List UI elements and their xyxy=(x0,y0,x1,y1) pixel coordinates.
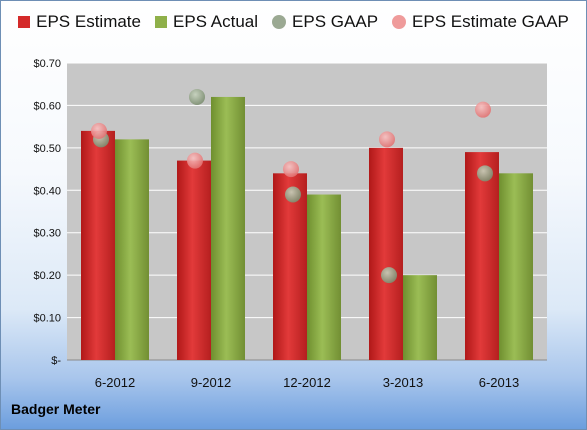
legend-swatch-eps-gaap xyxy=(272,15,287,29)
marker-eps-estimate-gaap xyxy=(283,161,299,178)
legend-label-eps-gaap: EPS GAAP xyxy=(292,12,379,31)
y-tick-label: $0.20 xyxy=(33,270,61,282)
legend-item-eps-gaap: EPS GAAP xyxy=(272,12,378,32)
y-tick-label: $- xyxy=(51,355,61,367)
legend-swatch-eps-actual xyxy=(154,16,167,28)
y-tick-label: $0.70 xyxy=(33,58,61,70)
marker-eps-gaap xyxy=(381,267,397,284)
y-tick-label: $0.40 xyxy=(33,185,61,197)
x-tick-label: 12-2012 xyxy=(283,375,331,390)
y-tick-label: $0.10 xyxy=(33,313,61,325)
legend-swatch-eps-estimate xyxy=(18,16,31,28)
bars xyxy=(81,96,533,360)
marker-eps-gaap xyxy=(285,186,301,203)
y-tick-label: $0.30 xyxy=(33,228,61,240)
bar-eps-estimate xyxy=(465,152,499,360)
bar-eps-actual xyxy=(307,194,341,360)
y-tick-label: $0.50 xyxy=(33,143,61,155)
marker-eps-gaap xyxy=(189,88,205,105)
bar-eps-estimate xyxy=(369,147,403,360)
legend-item-eps-actual: EPS Actual xyxy=(154,12,259,32)
bar-eps-estimate xyxy=(81,130,115,360)
x-tick-label: 9-2012 xyxy=(191,375,231,390)
bar-eps-actual xyxy=(211,96,245,360)
marker-eps-gaap xyxy=(477,165,493,182)
x-axis-ticks: 6-2012 9-2012 12-2012 3-2013 6-2013 xyxy=(95,375,519,390)
bar-eps-actual xyxy=(115,139,149,360)
legend-swatch-eps-estimate-gaap xyxy=(392,15,407,29)
legend-label-eps-actual: EPS Actual xyxy=(172,12,259,31)
company-label: Badger Meter xyxy=(11,401,101,417)
marker-eps-estimate-gaap xyxy=(187,152,203,169)
bar-eps-estimate xyxy=(177,160,211,360)
marker-eps-estimate-gaap xyxy=(379,131,395,148)
bar-eps-actual xyxy=(499,173,533,360)
bar-eps-estimate xyxy=(273,173,307,360)
marker-eps-estimate-gaap xyxy=(91,122,107,139)
y-axis-ticks: $- $0.10 $0.20 $0.30 $0.40 $0.50 $0.60 $0.70 xyxy=(33,58,61,367)
bar-eps-actual xyxy=(403,275,437,360)
y-tick-label: $0.60 xyxy=(33,100,61,112)
legend-label-eps-estimate-gaap: EPS Estimate GAAP xyxy=(412,12,569,31)
marker-eps-estimate-gaap xyxy=(475,101,491,118)
legend-item-eps-estimate-gaap: EPS Estimate GAAP xyxy=(392,12,569,32)
legend-label-eps-estimate: EPS Estimate xyxy=(36,12,141,31)
markers xyxy=(91,88,493,284)
legend-item-eps-estimate: EPS Estimate xyxy=(18,12,141,32)
x-tick-label: 6-2012 xyxy=(95,375,135,390)
legend: EPS Estimate EPS Actual EPS GAAP EPS Est… xyxy=(1,9,586,35)
x-tick-label: 6-2013 xyxy=(479,375,519,390)
x-tick-label: 3-2013 xyxy=(383,375,423,390)
